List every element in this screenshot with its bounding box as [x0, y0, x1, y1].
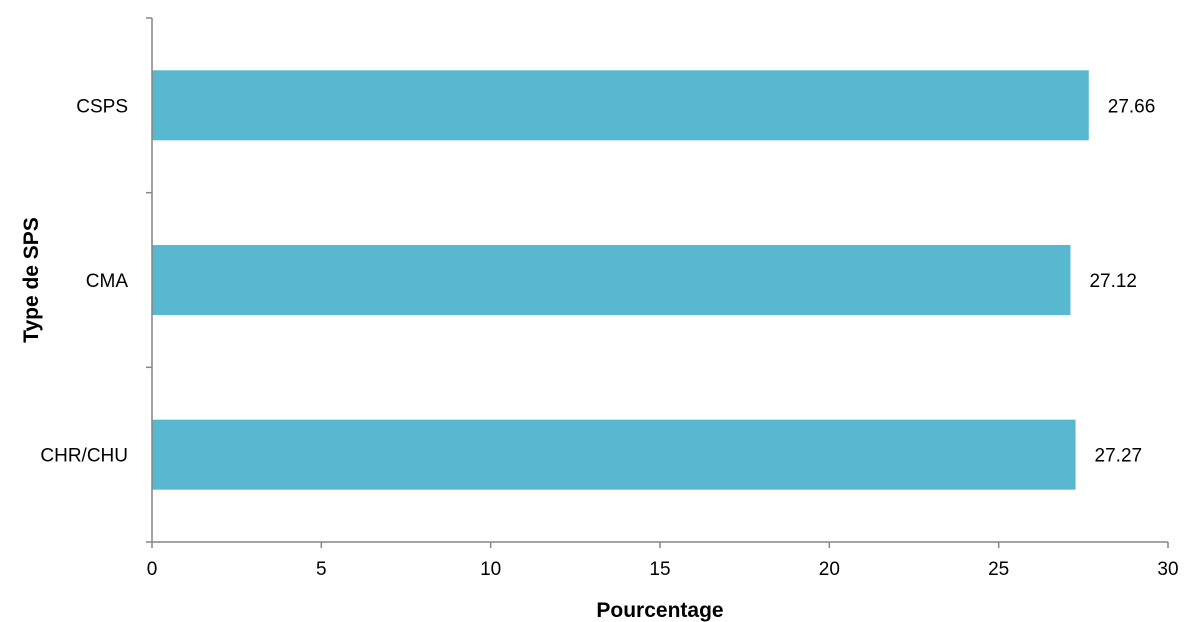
x-tick-label: 30 — [1157, 559, 1178, 580]
bar-chr-chu — [152, 419, 1076, 490]
data-label: 27.66 — [1108, 96, 1156, 117]
y-tick-label: CHR/CHU — [40, 446, 128, 467]
x-tick-label: 0 — [147, 559, 158, 580]
x-axis-title: Pourcentage — [596, 599, 723, 622]
data-label: 27.27 — [1095, 446, 1143, 467]
y-tick-label: CMA — [86, 271, 129, 292]
labels-group: CSPS 27.66 CMA 27.12 CHR/CHU 27.27 0 5 10 15 20 25 3… — [40, 96, 1178, 580]
x-tick-label: 25 — [988, 559, 1009, 580]
data-label: 27.12 — [1089, 271, 1137, 292]
axes-group — [146, 17, 1169, 548]
x-tick-label: 5 — [316, 559, 327, 580]
x-tick-label: 20 — [819, 559, 840, 580]
bar-cma — [152, 245, 1071, 315]
x-tick-label: 15 — [649, 559, 670, 580]
bar-csps — [152, 70, 1089, 141]
y-tick-label: CSPS — [76, 96, 128, 117]
bars-group — [152, 70, 1089, 490]
y-axis-title: Type de SPS — [20, 217, 43, 343]
x-tick-label: 10 — [480, 559, 501, 580]
